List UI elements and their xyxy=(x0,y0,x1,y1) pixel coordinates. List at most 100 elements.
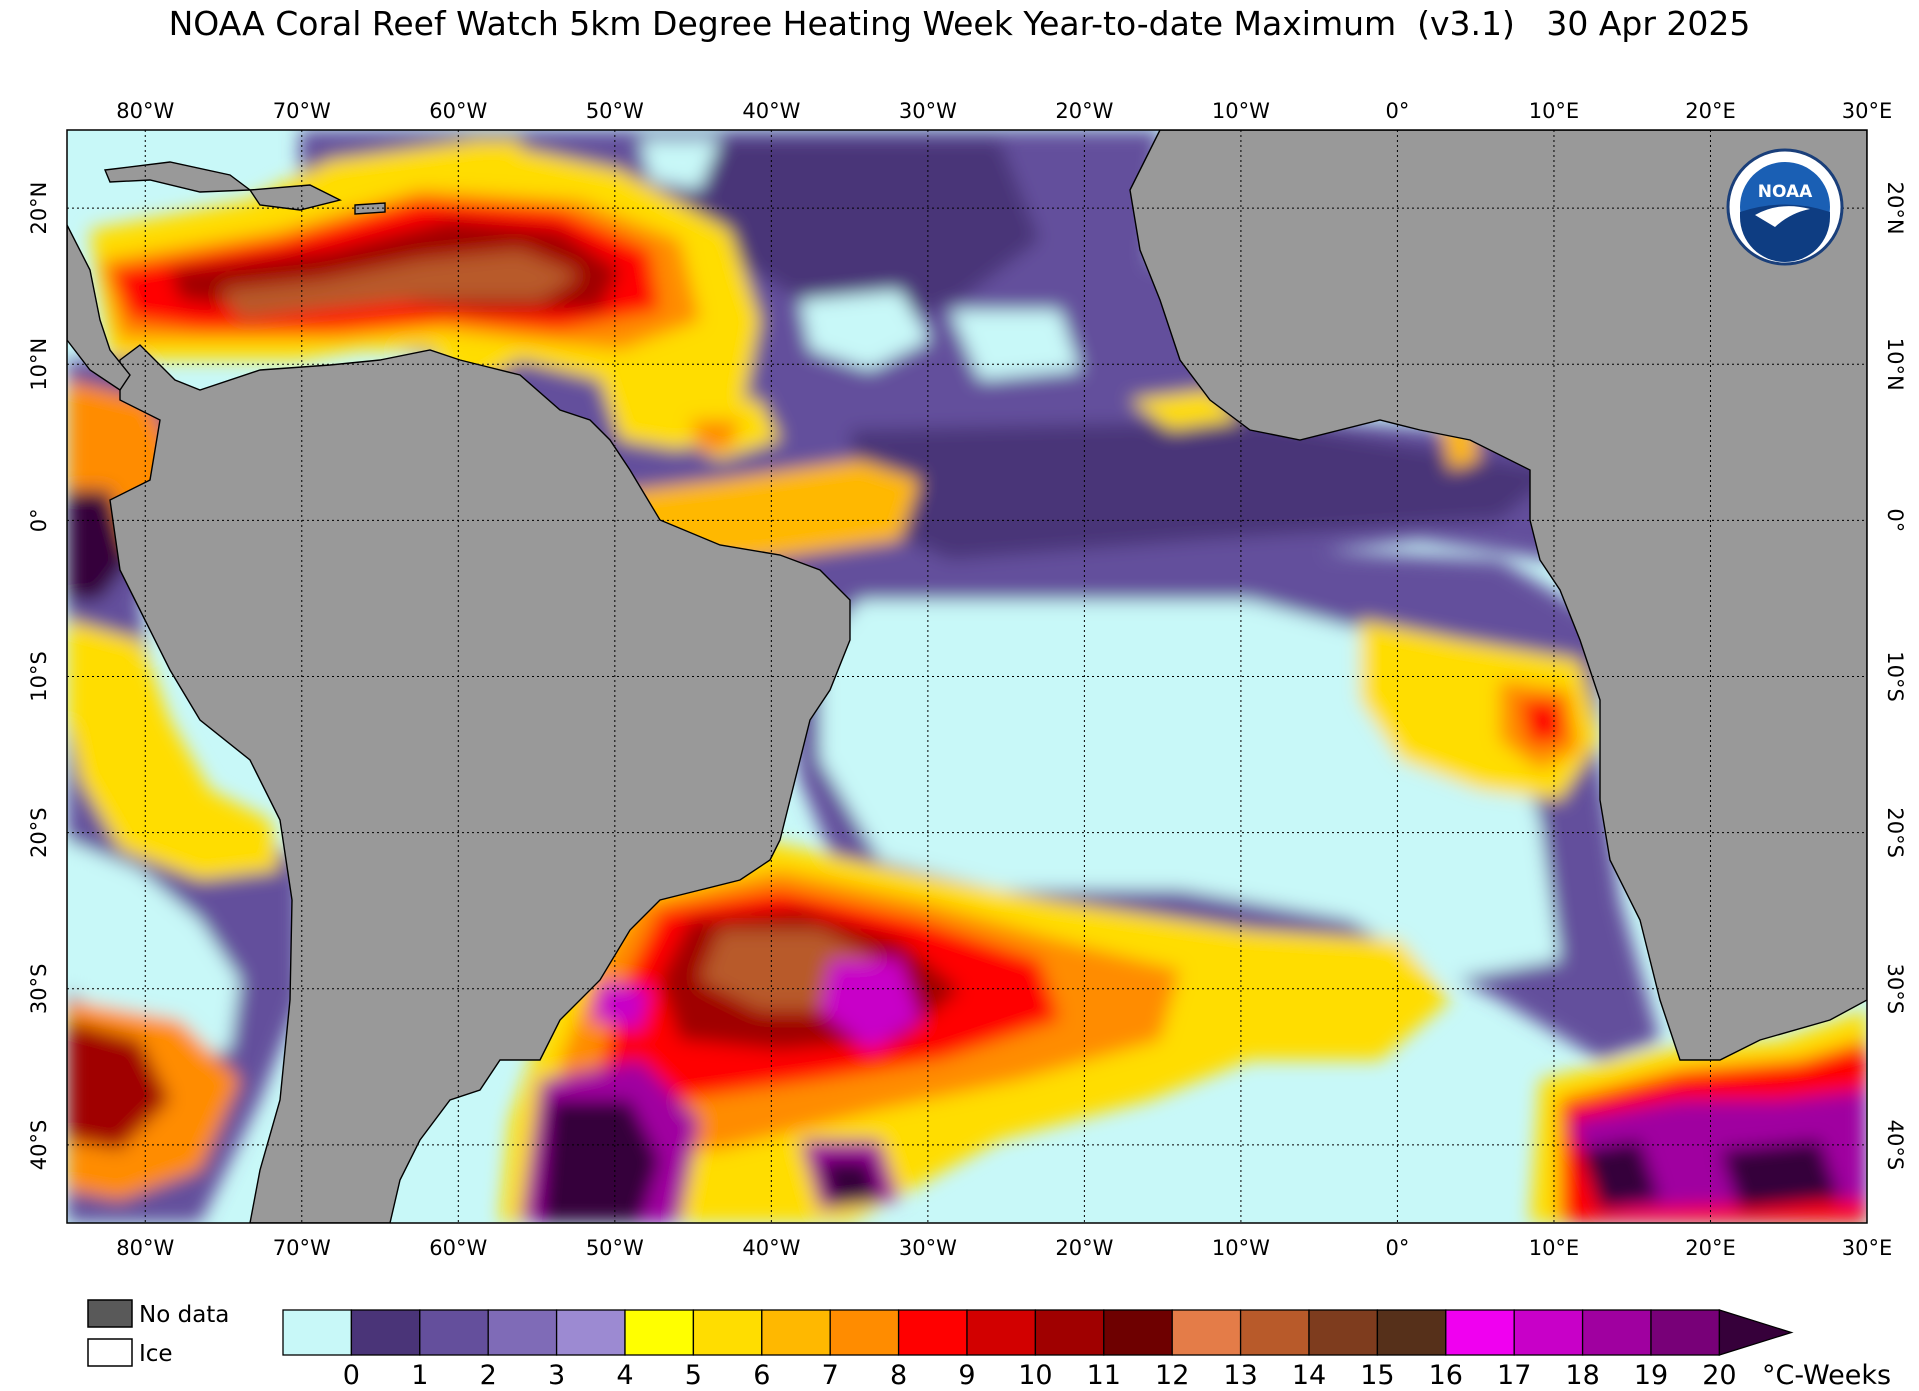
longitude-label: 0° xyxy=(1385,99,1409,123)
longitude-label: 30°W xyxy=(899,1236,957,1260)
latitude-label: 20°N xyxy=(27,182,51,235)
colorbar-segment xyxy=(624,1309,695,1356)
puerto-rico xyxy=(354,202,386,215)
latitude-label: 20°S xyxy=(1883,807,1907,858)
longitude-label: 0° xyxy=(1385,1236,1409,1260)
colorbar-segment xyxy=(1513,1309,1584,1356)
longitude-label: 70°W xyxy=(273,99,331,123)
longitude-label: 20°E xyxy=(1685,1236,1736,1260)
latitude-label: 30°S xyxy=(1883,964,1907,1015)
longitude-label: 50°W xyxy=(586,1236,644,1260)
colorbar-tick-label: 12 xyxy=(1155,1360,1189,1391)
hispaniola xyxy=(248,184,343,211)
latitude-labels-left: 20°N 10°N 0° 10°S 20°S 30°S 40°S xyxy=(27,182,51,1171)
ice-label: Ice xyxy=(139,1341,173,1367)
longitude-label: 20°W xyxy=(1055,1236,1113,1260)
longitude-label: 60°W xyxy=(429,1236,487,1260)
latitude-label: 10°N xyxy=(1883,338,1907,391)
colorbar-tick-label: 7 xyxy=(822,1360,839,1391)
colorbar-tick-label: 16 xyxy=(1429,1360,1463,1391)
colorbar-segment xyxy=(555,1309,626,1356)
longitude-label: 50°W xyxy=(586,99,644,123)
colorbar-tick-label: 2 xyxy=(480,1360,497,1391)
colorbar-segment xyxy=(761,1309,831,1356)
colorbar-segment xyxy=(897,1309,968,1356)
colorbar-segment xyxy=(692,1309,763,1356)
legend-keys: No data Ice xyxy=(87,1299,229,1367)
colorbar-tick-label: 18 xyxy=(1565,1360,1599,1391)
colorbar-segment xyxy=(282,1309,353,1356)
colorbar-tick-label: 19 xyxy=(1634,1360,1668,1391)
colorbar-segment xyxy=(1308,1309,1379,1356)
africa xyxy=(1129,130,1867,1061)
colorbar-tick-label: 14 xyxy=(1292,1360,1326,1391)
longitude-label: 10°W xyxy=(1212,1236,1270,1260)
central-america xyxy=(67,224,131,391)
longitude-label: 20°E xyxy=(1685,99,1736,123)
latitude-label: 40°S xyxy=(27,1120,51,1171)
noaa-logo-text: NOAA xyxy=(1758,182,1813,202)
latitude-label: 10°N xyxy=(27,338,51,391)
latitude-label: 0° xyxy=(1883,508,1907,532)
longitude-label: 30°E xyxy=(1842,99,1893,123)
colorbar-tick-label: 15 xyxy=(1360,1360,1394,1391)
longitude-label: 60°W xyxy=(429,99,487,123)
longitude-label: 20°W xyxy=(1055,99,1113,123)
colorbar-tick-label: 3 xyxy=(548,1360,565,1391)
colorbar-tick-labels: 0 1 2 3 4 5 6 7 8 9 10 11 12 13 14 15 16 17 18 19 20 xyxy=(343,1360,1737,1391)
colorbar-unit: °C-Weeks xyxy=(1762,1360,1891,1391)
longitude-label: 30°W xyxy=(899,99,957,123)
latitude-labels-right: 20°N 10°N 0° 10°S 20°S 30°S 40°S xyxy=(1883,182,1907,1171)
colorbar-segment xyxy=(1376,1309,1447,1356)
colorbar-tick-label: 0 xyxy=(343,1360,360,1391)
colorbar-tick-label: 11 xyxy=(1087,1360,1121,1391)
land xyxy=(67,130,1867,1223)
colorbar-segment xyxy=(487,1309,558,1356)
no-data-swatch xyxy=(87,1299,133,1328)
south-america xyxy=(109,344,851,1223)
colorbar-segment xyxy=(1034,1309,1105,1356)
colorbar-tick-label: 4 xyxy=(616,1360,633,1391)
colorbar-segment xyxy=(829,1309,900,1356)
colorbar-segment xyxy=(350,1309,421,1356)
colorbar-segment xyxy=(1650,1309,1721,1356)
colorbar-segment xyxy=(1445,1309,1515,1356)
latitude-label: 40°S xyxy=(1883,1120,1907,1171)
colorbar-tick-label: 13 xyxy=(1223,1360,1257,1391)
colorbar-tick-label: 6 xyxy=(753,1360,770,1391)
longitude-label: 80°W xyxy=(116,99,174,123)
latitude-label: 10°S xyxy=(27,651,51,702)
colorbar-tick-label: 17 xyxy=(1497,1360,1531,1391)
latitude-label: 10°S xyxy=(1883,651,1907,702)
longitude-labels-top: 80°W 70°W 60°W 50°W 40°W 30°W 20°W 10°W 0° 10°E 20… xyxy=(116,99,1892,123)
colorbar-tick-label: 8 xyxy=(890,1360,907,1391)
noaa-logo: NOAA xyxy=(1726,148,1844,266)
longitude-label: 80°W xyxy=(116,1236,174,1260)
colorbar-extend-arrow xyxy=(1718,1309,1794,1356)
colorbar-tick-label: 1 xyxy=(411,1360,428,1391)
colorbar-segment xyxy=(1103,1309,1173,1356)
longitude-label: 10°E xyxy=(1529,1236,1580,1260)
colorbar-tick-label: 10 xyxy=(1018,1360,1052,1391)
graticule xyxy=(67,130,1867,1223)
colorbar-segment xyxy=(1171,1309,1242,1356)
ice-swatch xyxy=(87,1338,133,1367)
colorbar-tick-label: 5 xyxy=(685,1360,702,1391)
colorbar-segment xyxy=(1239,1309,1310,1356)
longitude-label: 10°W xyxy=(1212,99,1270,123)
longitude-labels-bottom: 80°W 70°W 60°W 50°W 40°W 30°W 20°W 10°W 0° 10°E 20… xyxy=(116,1236,1892,1260)
longitude-label: 40°W xyxy=(742,99,800,123)
colorbar-segment xyxy=(419,1309,489,1356)
colorbar-segment xyxy=(966,1309,1037,1356)
cuba xyxy=(103,161,252,193)
latitude-label: 0° xyxy=(27,508,51,532)
colorbar-segment xyxy=(1581,1309,1652,1356)
longitude-label: 30°E xyxy=(1842,1236,1893,1260)
latitude-label: 20°S xyxy=(27,807,51,858)
latitude-label: 20°N xyxy=(1883,182,1907,235)
colorbar-tick-label: 9 xyxy=(958,1360,975,1391)
latitude-label: 30°S xyxy=(27,964,51,1015)
longitude-label: 40°W xyxy=(742,1236,800,1260)
longitude-label: 70°W xyxy=(273,1236,331,1260)
